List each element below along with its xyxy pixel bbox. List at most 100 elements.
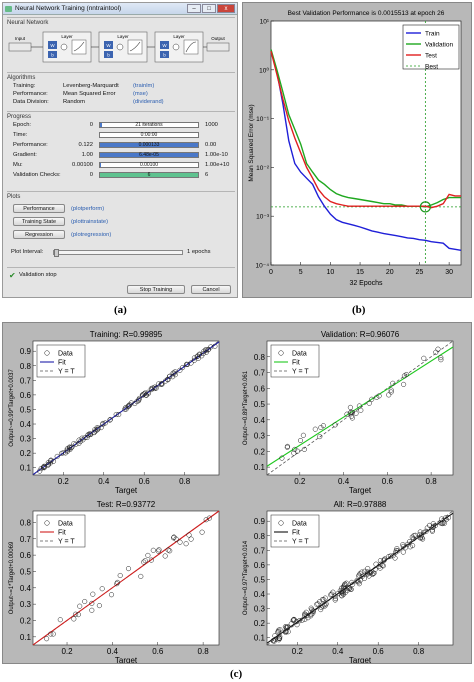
cancel-button[interactable]: Cancel bbox=[191, 285, 231, 294]
data-point bbox=[170, 374, 176, 380]
transfer-curve bbox=[129, 41, 141, 52]
data-point bbox=[382, 556, 388, 562]
data-point bbox=[417, 535, 423, 541]
progress-label: Mu: bbox=[13, 162, 23, 168]
data-point bbox=[167, 548, 173, 554]
data-point bbox=[163, 378, 169, 384]
data-point bbox=[349, 415, 355, 421]
data-point bbox=[353, 410, 359, 416]
data-point bbox=[122, 406, 128, 412]
data-point bbox=[136, 398, 142, 404]
data-point bbox=[156, 381, 162, 387]
data-point bbox=[332, 596, 339, 602]
data-point bbox=[362, 568, 368, 574]
y-tick-label: 0.6 bbox=[20, 551, 32, 560]
data-point bbox=[41, 464, 47, 470]
progress-bar: 21 iterations bbox=[99, 122, 199, 128]
y-tick-label: 0.6 bbox=[20, 391, 32, 400]
data-point bbox=[388, 389, 394, 395]
legend-marker bbox=[278, 520, 284, 526]
y-tick-label: 10⁻¹ bbox=[256, 116, 270, 123]
data-point bbox=[132, 400, 138, 407]
data-point bbox=[279, 455, 285, 461]
data-point bbox=[73, 611, 79, 617]
data-point bbox=[312, 426, 318, 432]
progress-max: 1000 bbox=[205, 122, 218, 128]
close-button[interactable]: x bbox=[217, 4, 235, 13]
caption-c: (c) bbox=[230, 668, 243, 680]
data-point bbox=[107, 417, 113, 423]
fit-line bbox=[32, 341, 220, 475]
plot-button-performance[interactable]: Performance bbox=[13, 204, 65, 213]
section-header: Plots bbox=[7, 194, 21, 200]
y-tick-label: 0.8 bbox=[254, 353, 266, 362]
data-point bbox=[142, 390, 148, 396]
data-point bbox=[358, 407, 364, 413]
data-point bbox=[319, 597, 325, 603]
regression-charts: Training: R=0.99895 0.2 0.4 0.6 0.8 0.1 0.2 0.3… bbox=[9, 330, 454, 665]
progress-label: Time: bbox=[13, 132, 28, 138]
data-point bbox=[177, 367, 183, 373]
data-point bbox=[126, 403, 132, 409]
data-point bbox=[388, 387, 394, 393]
data-point bbox=[301, 446, 307, 452]
plot-function: (plotregression) bbox=[71, 232, 112, 238]
fit-line bbox=[32, 510, 220, 646]
progress-label: Epoch: bbox=[13, 122, 32, 128]
data-point bbox=[328, 592, 334, 598]
data-point bbox=[277, 635, 283, 642]
algorithm-value: Levenberg-Marquardt bbox=[63, 83, 119, 89]
x-tick-label: 0.2 bbox=[58, 477, 70, 486]
data-point bbox=[342, 581, 348, 587]
progress-label: Validation Checks: bbox=[13, 172, 61, 178]
x-tick-label: 15 bbox=[356, 269, 364, 276]
slider-thumb[interactable] bbox=[54, 249, 59, 257]
data-point bbox=[162, 553, 168, 559]
data-point bbox=[150, 547, 156, 553]
y-tick-label: 0.3 bbox=[254, 432, 266, 441]
progress-max: 6 bbox=[205, 172, 209, 178]
plot-interval-slider[interactable] bbox=[53, 249, 183, 257]
data-point bbox=[310, 610, 316, 616]
data-point bbox=[374, 394, 380, 400]
data-point bbox=[344, 411, 350, 417]
data-point bbox=[45, 461, 51, 467]
plot-button-label: Training State bbox=[21, 219, 57, 225]
data-point bbox=[430, 523, 436, 529]
data-point bbox=[77, 603, 83, 609]
progress-fill bbox=[100, 173, 198, 177]
data-point bbox=[433, 349, 439, 355]
data-point bbox=[98, 425, 104, 431]
y-tick-label: 10⁻⁴ bbox=[256, 263, 270, 270]
stop-training-button[interactable]: Stop Training bbox=[127, 285, 185, 294]
data-point bbox=[99, 586, 105, 592]
data-point bbox=[195, 353, 201, 359]
bias-label: b bbox=[163, 53, 166, 58]
progress-text: 6 bbox=[147, 172, 151, 178]
plots-section: Plots Performance (plotperform) Training S… bbox=[7, 191, 235, 263]
minimize-button[interactable]: – bbox=[187, 4, 201, 13]
regression-plot-3: Test: R=0.93772 0.2 0.4 0.6 0.8 0.1 0.2 0.3 0.4 0… bbox=[9, 500, 220, 665]
algorithm-function: (dividerand) bbox=[133, 99, 164, 105]
plot-button-regression[interactable]: Regression bbox=[13, 230, 65, 239]
y-axis-label: Output~=0.89*Target+0.061 bbox=[243, 370, 249, 445]
data-point bbox=[145, 552, 151, 558]
y-tick-label: 0.7 bbox=[20, 535, 32, 544]
y-tick-label: 0.6 bbox=[254, 384, 266, 393]
plot-button-training-state[interactable]: Training State bbox=[13, 217, 65, 226]
data-point bbox=[294, 448, 300, 454]
legend-entry: Fit bbox=[58, 360, 66, 367]
progress-max: 0.00 bbox=[205, 142, 217, 148]
performance-figure: Best Validation Performance is 0.0015513… bbox=[242, 2, 472, 298]
maximize-button[interactable]: □ bbox=[202, 4, 216, 13]
data-point bbox=[356, 572, 362, 578]
data-point bbox=[356, 581, 362, 587]
legend-entry: Y = T bbox=[292, 369, 309, 376]
data-point bbox=[294, 622, 300, 628]
data-point bbox=[114, 579, 121, 585]
data-point bbox=[404, 541, 411, 547]
data-point bbox=[290, 617, 296, 623]
legend-entry: Y = T bbox=[58, 369, 75, 376]
data-point bbox=[369, 396, 375, 402]
plot-button-label: Performance bbox=[23, 206, 55, 212]
